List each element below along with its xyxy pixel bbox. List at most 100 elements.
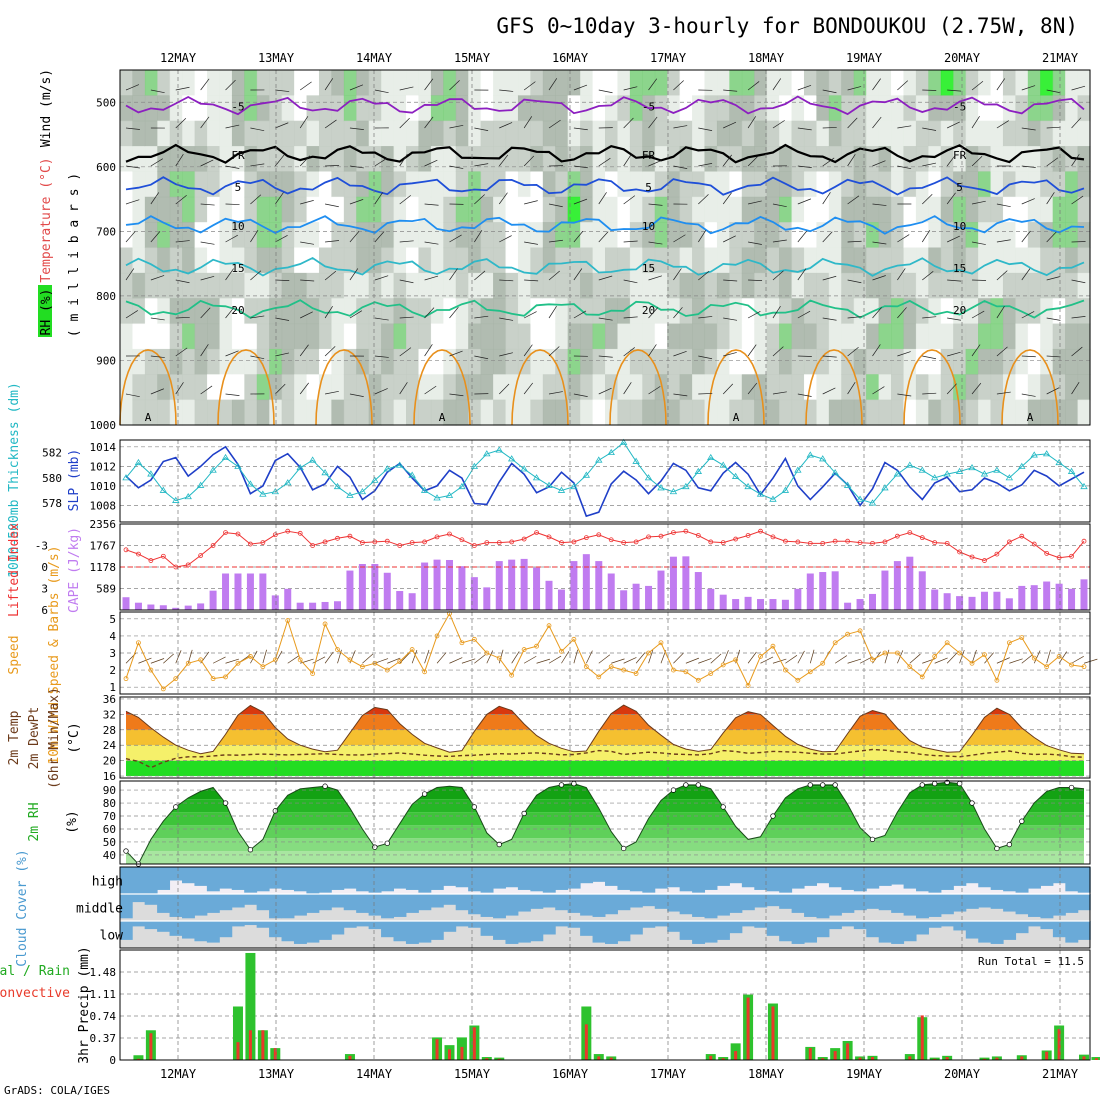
rh-cell	[555, 349, 568, 375]
rh-cell	[866, 374, 879, 400]
isotherm-label: 20	[953, 304, 966, 317]
precip-convective-bar	[585, 1024, 588, 1060]
rh-cell	[792, 324, 805, 350]
rh-cell	[953, 121, 966, 147]
rh-cell	[953, 349, 966, 375]
rh-cell	[282, 374, 295, 400]
rh-cell	[195, 171, 208, 197]
rh-cell	[530, 121, 543, 147]
rh-cell	[568, 121, 581, 147]
rh-cell	[879, 222, 892, 248]
cloud-cell	[244, 921, 257, 925]
cloud-cell	[817, 921, 830, 937]
cloud-cell	[916, 867, 929, 891]
tick-label: 4	[109, 630, 116, 643]
rh-cell	[593, 171, 606, 197]
cloud-cell	[331, 867, 344, 890]
date-label-bottom: 19MAY	[846, 1067, 883, 1081]
isotherm-label: FR	[642, 149, 656, 162]
contour-label: A	[1027, 411, 1034, 424]
cape-bar	[794, 589, 801, 610]
rh-cell	[916, 324, 929, 350]
rh-cell	[1028, 121, 1041, 147]
rh-cell	[406, 273, 419, 299]
rh-cell	[680, 171, 693, 197]
cloud-cell	[767, 894, 780, 906]
rh-cell	[916, 121, 929, 147]
rh-cell	[120, 324, 133, 350]
rh-cell	[555, 248, 568, 274]
cloud-cell	[269, 894, 282, 918]
cloud-cell	[1078, 921, 1091, 940]
rh-cell	[381, 374, 394, 400]
rh-cell	[903, 121, 916, 147]
rh-cell	[1040, 197, 1053, 223]
rh-cell	[307, 95, 320, 121]
rh-cell	[829, 400, 842, 426]
rh-cell	[941, 197, 954, 223]
precip-convective-bar	[1095, 1058, 1098, 1060]
cloud-cell	[891, 894, 904, 913]
rh-cell	[966, 273, 979, 299]
rh-cell	[903, 273, 916, 299]
cape-bar	[284, 589, 291, 610]
rh-cell	[1053, 121, 1066, 147]
rh-cell	[195, 121, 208, 147]
rh-cell	[369, 248, 382, 274]
cloud-cell	[754, 867, 767, 890]
rh-cell	[928, 222, 941, 248]
cape-bar	[620, 590, 627, 610]
cloud-cell	[879, 867, 892, 886]
rh-cell	[667, 374, 680, 400]
rh-cell	[456, 70, 469, 96]
cloud-cell	[966, 894, 979, 909]
cloud-cell	[1040, 867, 1053, 886]
rh-marker	[1019, 819, 1024, 824]
cloud-cell	[667, 894, 680, 912]
rh-cell	[344, 400, 357, 426]
precip-convective-bar	[597, 1056, 600, 1060]
tick-label: 36	[103, 693, 116, 706]
isotherm-label: 5	[645, 181, 652, 194]
rh-cell	[170, 95, 183, 121]
rh-cell	[493, 324, 506, 350]
rh-cell	[182, 197, 195, 223]
rh-cell	[257, 197, 270, 223]
rh-cell	[543, 146, 556, 172]
rh-cell	[555, 273, 568, 299]
rh-cell	[779, 95, 792, 121]
rh-cell	[518, 222, 531, 248]
rh-cell	[829, 374, 842, 400]
rh-cell	[232, 197, 245, 223]
cloud-cell	[555, 921, 568, 926]
rh-cell	[369, 273, 382, 299]
cloud-cell	[617, 894, 630, 910]
rh-cell	[941, 324, 954, 350]
rh-cell	[1015, 273, 1028, 299]
rh-cell	[680, 324, 693, 350]
cloud-cell	[630, 867, 643, 891]
rh-cell	[816, 374, 829, 400]
rh-cell	[1003, 70, 1016, 96]
rh-cell	[1040, 248, 1053, 274]
rh-cell	[207, 349, 220, 375]
rh-cell	[941, 273, 954, 299]
rh-cell	[1028, 70, 1041, 96]
cloud-cell	[493, 867, 506, 889]
cape-bar	[670, 557, 677, 610]
cape-bar	[334, 601, 341, 610]
rh-cell	[754, 121, 767, 147]
rh-cell	[978, 400, 991, 426]
rh-cell	[431, 374, 444, 400]
rh-cell	[854, 248, 867, 274]
rh-cell	[829, 222, 842, 248]
rh-cell	[518, 273, 531, 299]
rh-cell	[754, 400, 767, 426]
precip-convective-bar	[908, 1056, 911, 1060]
precip-convective-bar	[348, 1056, 351, 1060]
rh-cell	[891, 197, 904, 223]
rh-cell	[692, 248, 705, 274]
rh-cell	[394, 400, 407, 426]
rh-cell	[704, 70, 717, 96]
rh-cell	[481, 400, 494, 426]
